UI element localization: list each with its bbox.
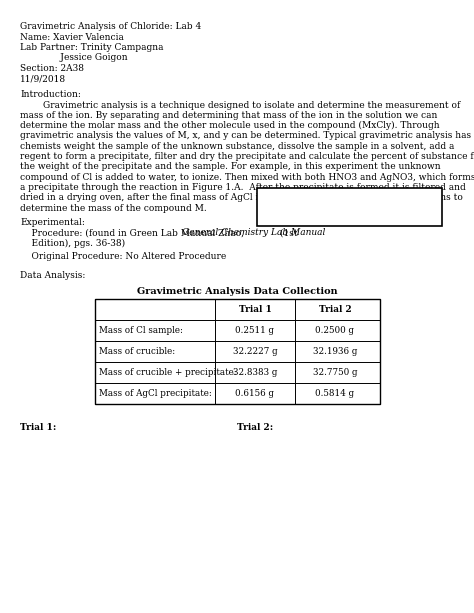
Text: 11/9/2018: 11/9/2018 [20,75,66,83]
Text: Lab Partner: Trinity Campagna: Lab Partner: Trinity Campagna [20,43,164,52]
Text: dried in a drying oven, after the final mass of AgCl is determined and used in t: dried in a drying oven, after the final … [20,193,463,202]
Text: chemists weight the sample of the unknown substance, dissolve the sample in a so: chemists weight the sample of the unknow… [20,142,455,151]
Text: Jessice Goigon: Jessice Goigon [20,53,128,63]
Text: Mass of AgCl precipitate:: Mass of AgCl precipitate: [99,389,212,398]
Text: determine the mass of the compound M.: determine the mass of the compound M. [20,204,207,213]
Text: Edition), pgs. 36-38): Edition), pgs. 36-38) [20,239,125,248]
Text: Name: Xavier Valencia: Name: Xavier Valencia [20,32,124,42]
Text: 0.6156 g: 0.6156 g [236,389,274,398]
Text: Trial 2:: Trial 2: [237,424,273,432]
Text: Mass of crucible:: Mass of crucible: [99,348,175,356]
Text: compound of Cl is added to water, to ionize. Then mixed with both HNO3 and AgNO3: compound of Cl is added to water, to ion… [20,173,474,181]
Text: Procedure: (found in Green Lab Manual Zhao,: Procedure: (found in Green Lab Manual Zh… [20,228,247,237]
Text: Mass of crucible + precipitate:: Mass of crucible + precipitate: [99,368,237,378]
Text: Gravimetric analysis is a technique designed to isolate and determine the measur: Gravimetric analysis is a technique desi… [20,101,460,110]
Text: 0.2500 g: 0.2500 g [316,327,355,335]
Text: Section: 2A38: Section: 2A38 [20,64,84,73]
Text: Trial 2: Trial 2 [319,305,351,314]
Text: gravimetric analysis the values of M, x, and y can be determined. Typical gravim: gravimetric analysis the values of M, x,… [20,131,471,140]
Text: Introduction:: Introduction: [20,90,81,99]
Text: Data Analysis:: Data Analysis: [20,271,85,280]
Text: Gravimetric Analysis of Chloride: Lab 4: Gravimetric Analysis of Chloride: Lab 4 [20,22,201,31]
Text: the weight of the precipitate and the sample. For example, in this experiment th: the weight of the precipitate and the sa… [20,162,441,171]
Text: 32.2227 g: 32.2227 g [233,348,277,356]
Bar [257,188,442,226]
Text: mass of the ion. By separating and determining that mass of the ion in the solut: mass of the ion. By separating and deter… [20,111,438,120]
Text: Trial 1: Trial 1 [238,305,272,314]
Text: determine the molar mass and the other molecule used in the compound (MxCly). Th: determine the molar mass and the other m… [20,121,439,130]
Bar [95,299,380,405]
Text: 32.8383 g: 32.8383 g [233,368,277,378]
Text: Original Procedure: No Altered Procedure: Original Procedure: No Altered Procedure [20,253,226,261]
Text: 32.7750 g: 32.7750 g [313,368,357,378]
Text: a precipitate through the reaction in Figure 1.A.  After the precipitate is form: a precipitate through the reaction in Fi… [20,183,466,192]
Text: Gravimetric Analysis Data Collection: Gravimetric Analysis Data Collection [137,287,337,296]
Text: (1st: (1st [277,228,298,237]
Text: Trial 1:: Trial 1: [20,424,56,432]
Text: Mass of Cl sample:: Mass of Cl sample: [99,327,183,335]
Text: Experimental:: Experimental: [20,218,85,227]
Text: 32.1936 g: 32.1936 g [313,348,357,356]
Text: regent to form a precipitate, filter and dry the precipitate and calculate the p: regent to form a precipitate, filter and… [20,152,474,161]
Text: Ag⁺+ Cl⁻ → AgCl(s): Ag⁺+ Cl⁻ → AgCl(s) [305,207,394,216]
Text: 0.5814 g: 0.5814 g [315,389,355,398]
Text: 0.2511 g: 0.2511 g [236,327,274,335]
Text: General Chemistry Lab Manual: General Chemistry Lab Manual [182,228,326,237]
Text: Figure 1.A: Figure 1.A [323,196,376,205]
